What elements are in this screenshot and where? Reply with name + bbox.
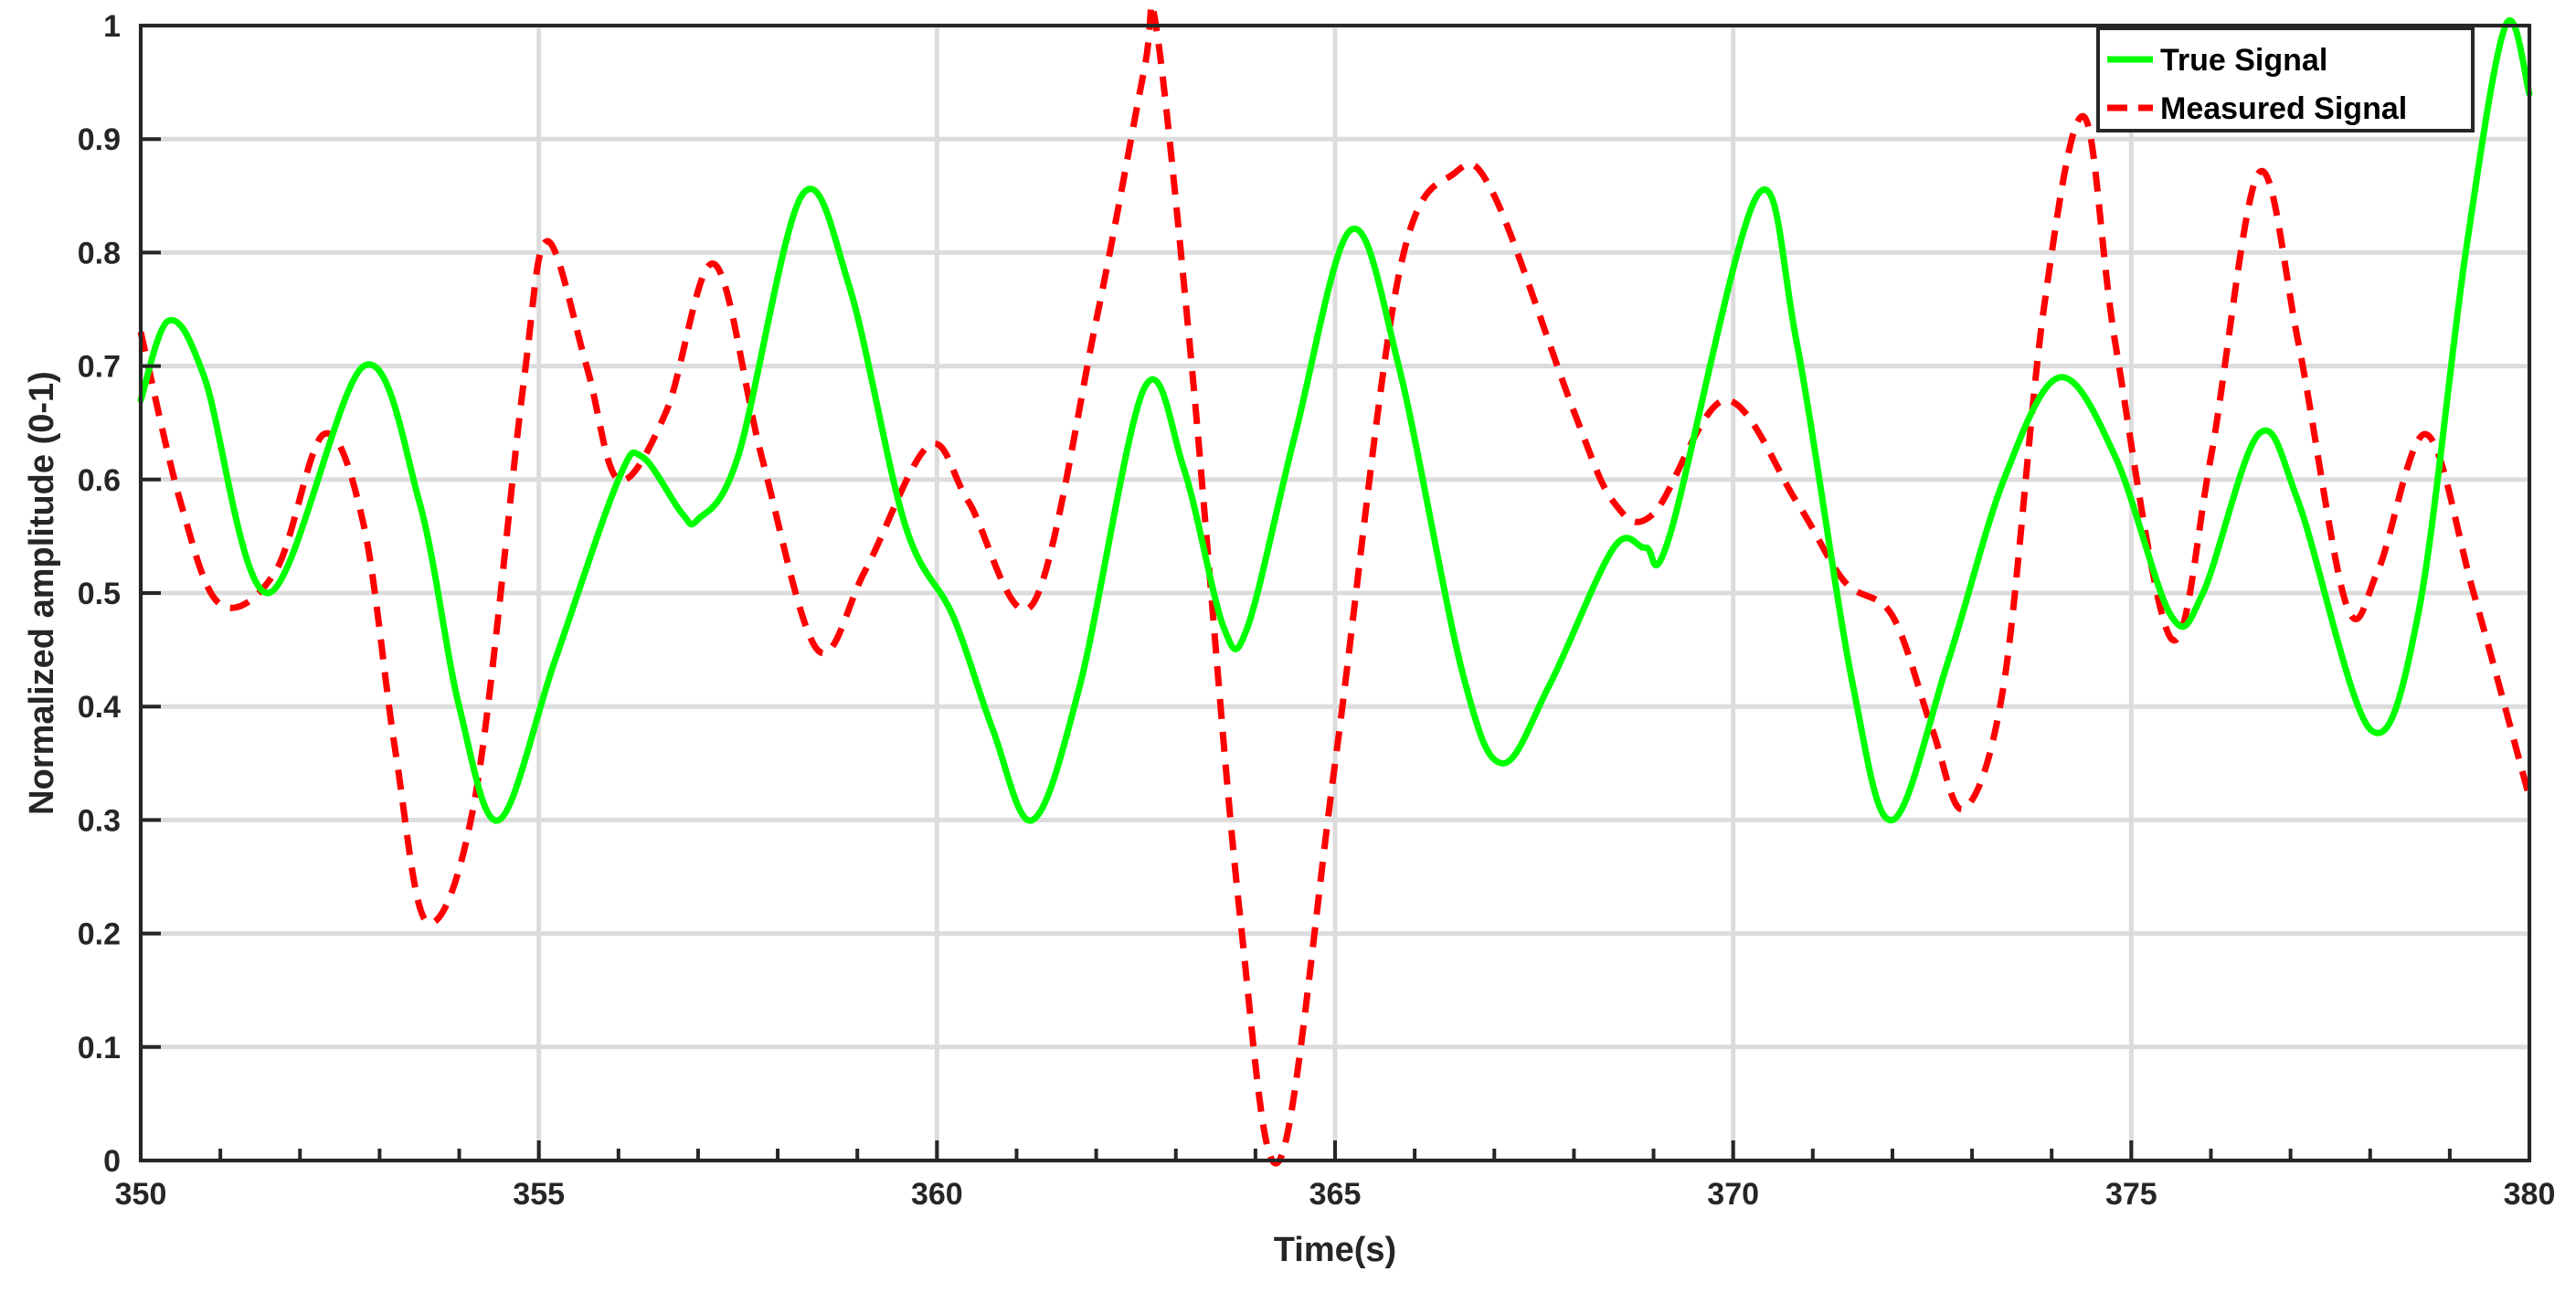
- y-tick-label: 0.7: [78, 350, 121, 385]
- legend: True Signal Measured Signal: [2096, 26, 2475, 132]
- series-line-true-signal: [137, 17, 2533, 824]
- x-tick-label: 350: [115, 1177, 167, 1212]
- y-tick-label: 0.4: [78, 690, 121, 725]
- y-tick-label: 0.9: [78, 122, 121, 157]
- legend-label-measured-signal: Measured Signal: [2160, 91, 2407, 126]
- y-tick-label: 1: [103, 9, 121, 44]
- x-tick-label: 360: [911, 1177, 963, 1212]
- x-tick-label: 380: [2504, 1177, 2556, 1212]
- x-tick-label: 375: [2105, 1177, 2157, 1212]
- y-tick-label: 0.2: [78, 917, 121, 952]
- y-tick-label: 0: [103, 1144, 121, 1179]
- legend-box: [2096, 26, 2475, 132]
- ticks: 350 355 360 365 370 375 380 0 0.1 0.2 0.3 0.4 0.5 0.6…: [78, 9, 2556, 1212]
- x-axis-label: Time(s): [1274, 1231, 1396, 1269]
- y-tick-label: 0.1: [78, 1031, 121, 1065]
- x-tick-label: 365: [1309, 1177, 1362, 1212]
- y-tick-label: 0.5: [78, 577, 121, 611]
- y-tick-label: 0.6: [78, 463, 121, 498]
- x-tick-label: 370: [1707, 1177, 1759, 1212]
- x-tick-label: 355: [513, 1177, 565, 1212]
- y-tick-label: 0.3: [78, 803, 121, 838]
- legend-label-true-signal: True Signal: [2160, 43, 2327, 78]
- y-axis-label: Normalized amplitude (0-1): [23, 371, 61, 815]
- y-tick-label: 0.8: [78, 236, 121, 270]
